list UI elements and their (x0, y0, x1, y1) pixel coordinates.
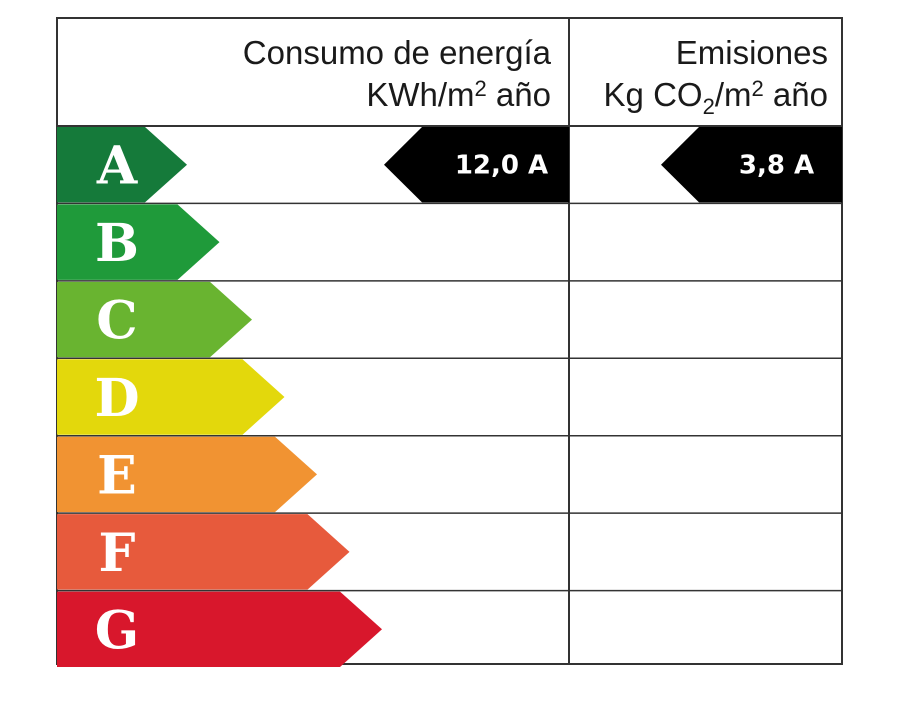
energy-header-title: Consumo de energía (243, 34, 552, 71)
class-letter-a: A (96, 136, 138, 197)
class-letter-d: D (94, 368, 139, 429)
emissions-header-unit: Kg CO2/m2 año (604, 76, 828, 119)
class-letter-c: C (96, 291, 137, 352)
class-letter-e: E (97, 445, 137, 506)
energy-rating-arrow (384, 127, 569, 203)
class-arrow-d (57, 359, 285, 435)
class-arrow-a (57, 127, 187, 203)
class-letter-f: F (99, 523, 136, 584)
emissions-header-title: Emisiones (676, 34, 828, 71)
emissions-rating-value: 3,8 A (739, 151, 814, 181)
class-arrow-b (57, 204, 220, 280)
class-arrow-g (57, 591, 382, 668)
class-arrow-f (57, 514, 350, 590)
energy-rating-value: 12,0 A (455, 151, 548, 181)
class-arrow-e (57, 436, 317, 513)
energy-header-unit: KWh/m2 año (366, 76, 551, 113)
class-letter-g: G (95, 600, 139, 661)
emissions-rating-arrow (661, 127, 842, 203)
class-arrow-c (57, 281, 252, 358)
class-letter-b: B (95, 213, 139, 274)
rating-indicators: 12,0 A 3,8 A (384, 127, 842, 203)
